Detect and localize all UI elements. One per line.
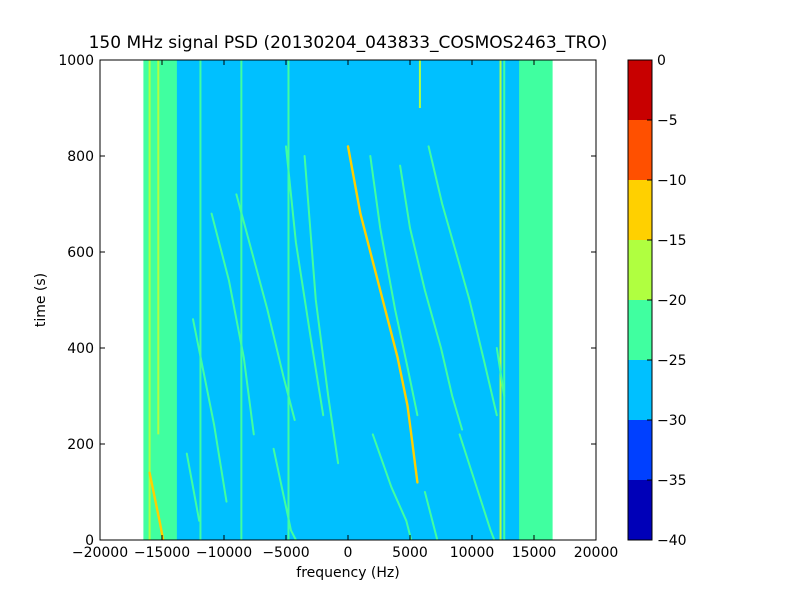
colorbar-segment [628, 120, 652, 180]
colorbar-tick-label: −35 [657, 473, 687, 489]
doppler-trace-0 [148, 471, 165, 540]
colorbar-segment [628, 420, 652, 480]
doppler-trace-6 [272, 447, 297, 540]
doppler-trace-5 [192, 318, 228, 503]
colorbar-tick-label: −25 [657, 353, 687, 369]
colorbar-tick-label: −10 [657, 173, 687, 189]
y-tick-label: 400 [67, 341, 94, 357]
x-tick-label: 20000 [574, 545, 619, 561]
colorbar-segment [628, 240, 652, 300]
x-tick-label: 5000 [392, 545, 428, 561]
doppler-trace-7 [185, 452, 201, 522]
colorbar-segment [628, 480, 652, 540]
doppler-trace-4 [210, 212, 255, 436]
colorbar-segment [628, 300, 652, 360]
x-tick-label: 0 [344, 545, 353, 561]
y-tick-label: 800 [67, 149, 94, 165]
doppler-trace-10 [399, 164, 464, 431]
doppler-trace-9 [369, 155, 419, 417]
doppler-trace-8 [346, 145, 419, 484]
doppler-trace-1 [303, 155, 340, 465]
x-tick-label: 15000 [512, 545, 557, 561]
chart-title: 150 MHz signal PSD (20130204_043833_COSM… [89, 33, 608, 53]
colorbar-segment [628, 360, 652, 420]
colorbar-tick-label: −40 [657, 533, 687, 549]
colorbar-tick-label: −15 [657, 233, 687, 249]
x-tick-label: −15000 [134, 545, 190, 561]
doppler-trace-13 [458, 433, 496, 540]
x-tick-label: −10000 [196, 545, 252, 561]
x-tick-label: −5000 [262, 545, 309, 561]
colorbar-segment [628, 60, 652, 120]
colorbar-tick-label: −5 [657, 113, 678, 129]
y-tick-label: 600 [67, 245, 94, 261]
colorbar-tick-label: −30 [657, 413, 687, 429]
y-axis: 0 200 400 600 800 1000 [58, 53, 596, 549]
y-axis-label: time (s) [33, 273, 49, 327]
x-tick-label: −20000 [72, 545, 128, 561]
x-tick-label: 10000 [450, 545, 495, 561]
x-axis-label: frequency (Hz) [296, 565, 399, 581]
colorbar-segment [628, 180, 652, 240]
colorbar: 0 −5 −10 −15 −20 −25 −30 −35 −40 [627, 53, 687, 549]
colorbar-tick-label: −20 [657, 293, 687, 309]
doppler-trace-14 [423, 491, 439, 540]
doppler-trace-12 [371, 433, 413, 540]
y-tick-label: 0 [85, 533, 94, 549]
spectrogram-area [143, 60, 553, 540]
doppler-trace-15 [495, 347, 506, 397]
y-tick-label: 1000 [58, 53, 94, 69]
x-axis: −20000 −15000 −10000 −5000 0 5000 10000 15000 20… [72, 60, 618, 561]
doppler-trace-11 [427, 145, 498, 417]
signal-band-region [176, 60, 520, 540]
colorbar-tick-label: 0 [657, 53, 666, 69]
doppler-trace-3 [235, 193, 296, 421]
doppler-trace-2 [285, 145, 325, 417]
y-tick-label: 200 [67, 437, 94, 453]
